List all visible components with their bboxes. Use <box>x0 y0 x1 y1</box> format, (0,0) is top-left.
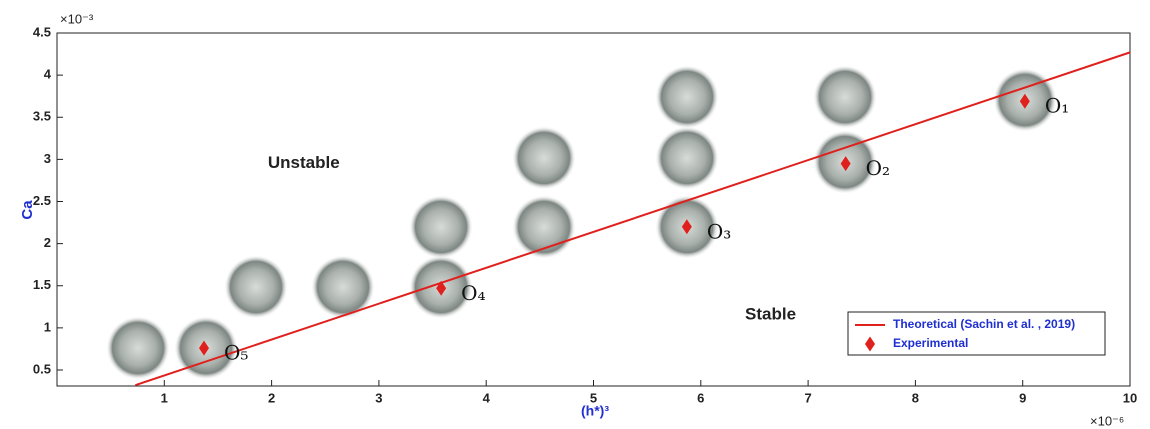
y-tick-label: 2 <box>44 235 51 250</box>
data-point <box>199 340 210 356</box>
y-tick-label: 3.5 <box>33 109 51 124</box>
y-tick-label: 4.5 <box>33 24 51 39</box>
point-label: O₄ <box>461 281 485 305</box>
x-tick-label: 1 <box>161 390 168 405</box>
y-axis-label: Ca <box>19 200 36 220</box>
data-point <box>840 156 851 172</box>
droplet <box>224 255 288 319</box>
droplet <box>106 316 170 380</box>
point-label: O₃ <box>707 219 731 243</box>
legend <box>847 311 1106 356</box>
x-tick-label: 7 <box>804 390 811 405</box>
x-tick-label: 5 <box>590 390 597 405</box>
x-tick-label: 8 <box>912 390 919 405</box>
y-tick-label: 4 <box>44 67 52 82</box>
x-tick-label: 2 <box>268 390 275 405</box>
x-tick-label: 3 <box>375 390 382 405</box>
droplet <box>311 255 375 319</box>
y-tick-label: 1 <box>44 319 51 334</box>
region-label: Unstable <box>268 153 340 172</box>
theory-line <box>135 51 1131 387</box>
data-point <box>436 280 447 296</box>
x-tick-label: 4 <box>483 390 491 405</box>
y-tick-label: 1.5 <box>33 277 51 292</box>
x-axis-label: (h*)³ <box>581 403 609 419</box>
droplet <box>813 65 877 129</box>
y-tick-label: 2.5 <box>33 193 51 208</box>
data-point <box>1019 93 1030 109</box>
point-label: O₁ <box>1045 94 1069 118</box>
x-tick-label: 6 <box>697 390 704 405</box>
x-multiplier: ×10⁻⁶ <box>1090 413 1124 428</box>
point-label: O₅ <box>224 341 248 365</box>
x-tick-label: 10 <box>1123 390 1137 405</box>
legend-label: Experimental <box>893 336 968 350</box>
data-point <box>681 219 692 235</box>
point-label: O₂ <box>866 156 890 180</box>
droplet <box>655 126 719 190</box>
droplet <box>512 126 576 190</box>
legend-marker <box>865 336 875 352</box>
y-tick-label: 3 <box>44 151 51 166</box>
droplet <box>409 195 473 259</box>
droplet <box>655 65 719 129</box>
x-tick-label: 9 <box>1019 390 1026 405</box>
legend-label: Theoretical (Sachin et al. , 2019) <box>893 317 1075 331</box>
y-tick-label: 0.5 <box>33 361 51 376</box>
region-label: Stable <box>745 305 796 324</box>
y-multiplier: ×10⁻³ <box>60 11 94 26</box>
